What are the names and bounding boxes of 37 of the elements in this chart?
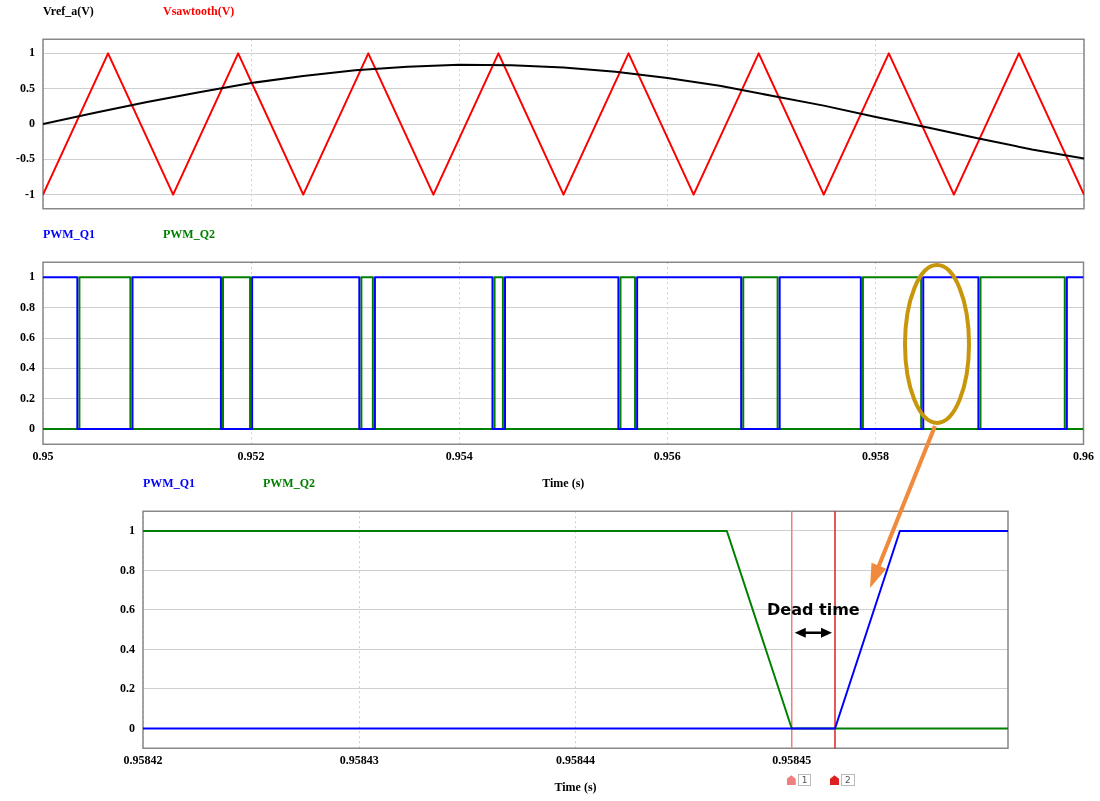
y-tick-label: 0.4 — [20, 360, 35, 375]
y-tick-label: 0.5 — [20, 80, 35, 95]
text: Vref_a(V) — [43, 4, 94, 19]
x-tick-label: 0.956 — [653, 449, 681, 464]
y-tick-label: 0 — [29, 421, 35, 436]
x-tick-label: 0.95842 — [123, 753, 163, 768]
y-tick-label: 0 — [129, 720, 135, 735]
y-tick-label: 0.8 — [20, 299, 35, 314]
text: PWM_Q1 — [143, 476, 195, 491]
y-tick-label: 0.8 — [120, 562, 135, 577]
y-tick-label: 0 — [29, 116, 35, 131]
x-tick-label: 0.95 — [32, 449, 54, 464]
y-tick-label: 1 — [29, 269, 35, 284]
y-tick-label: 0.2 — [120, 681, 135, 696]
y-tick-label: 0.6 — [120, 602, 135, 617]
x-tick-label: 0.95843 — [339, 753, 379, 768]
x-tick-label: 0.95845 — [772, 753, 812, 768]
x-axis-title: Time (s) — [542, 475, 585, 490]
x-tick-label: 0.958 — [861, 449, 889, 464]
y-tick-label: 1 — [129, 523, 135, 538]
text: Vsawtooth(V) — [163, 4, 235, 19]
x-tick-label: 0.952 — [237, 449, 265, 464]
text: PWM_Q1 — [43, 227, 95, 242]
y-tick-label: -0.5 — [16, 151, 35, 166]
x-axis-title: Time (s) — [554, 779, 597, 794]
text: PWM_Q2 — [163, 227, 215, 242]
text: PWM_Q2 — [263, 476, 315, 491]
y-tick-label: 0.2 — [20, 390, 35, 405]
text: 2 — [841, 774, 855, 787]
x-tick-label: 0.96 — [1073, 449, 1094, 464]
y-tick-label: 0.4 — [120, 641, 135, 656]
text: 1 — [797, 774, 812, 787]
y-tick-label: 1 — [29, 45, 35, 60]
x-tick-label: 0.95844 — [556, 753, 595, 768]
y-tick-label: -1 — [25, 186, 35, 201]
y-tick-label: 0.6 — [20, 330, 35, 345]
x-tick-label: 0.954 — [445, 449, 473, 464]
